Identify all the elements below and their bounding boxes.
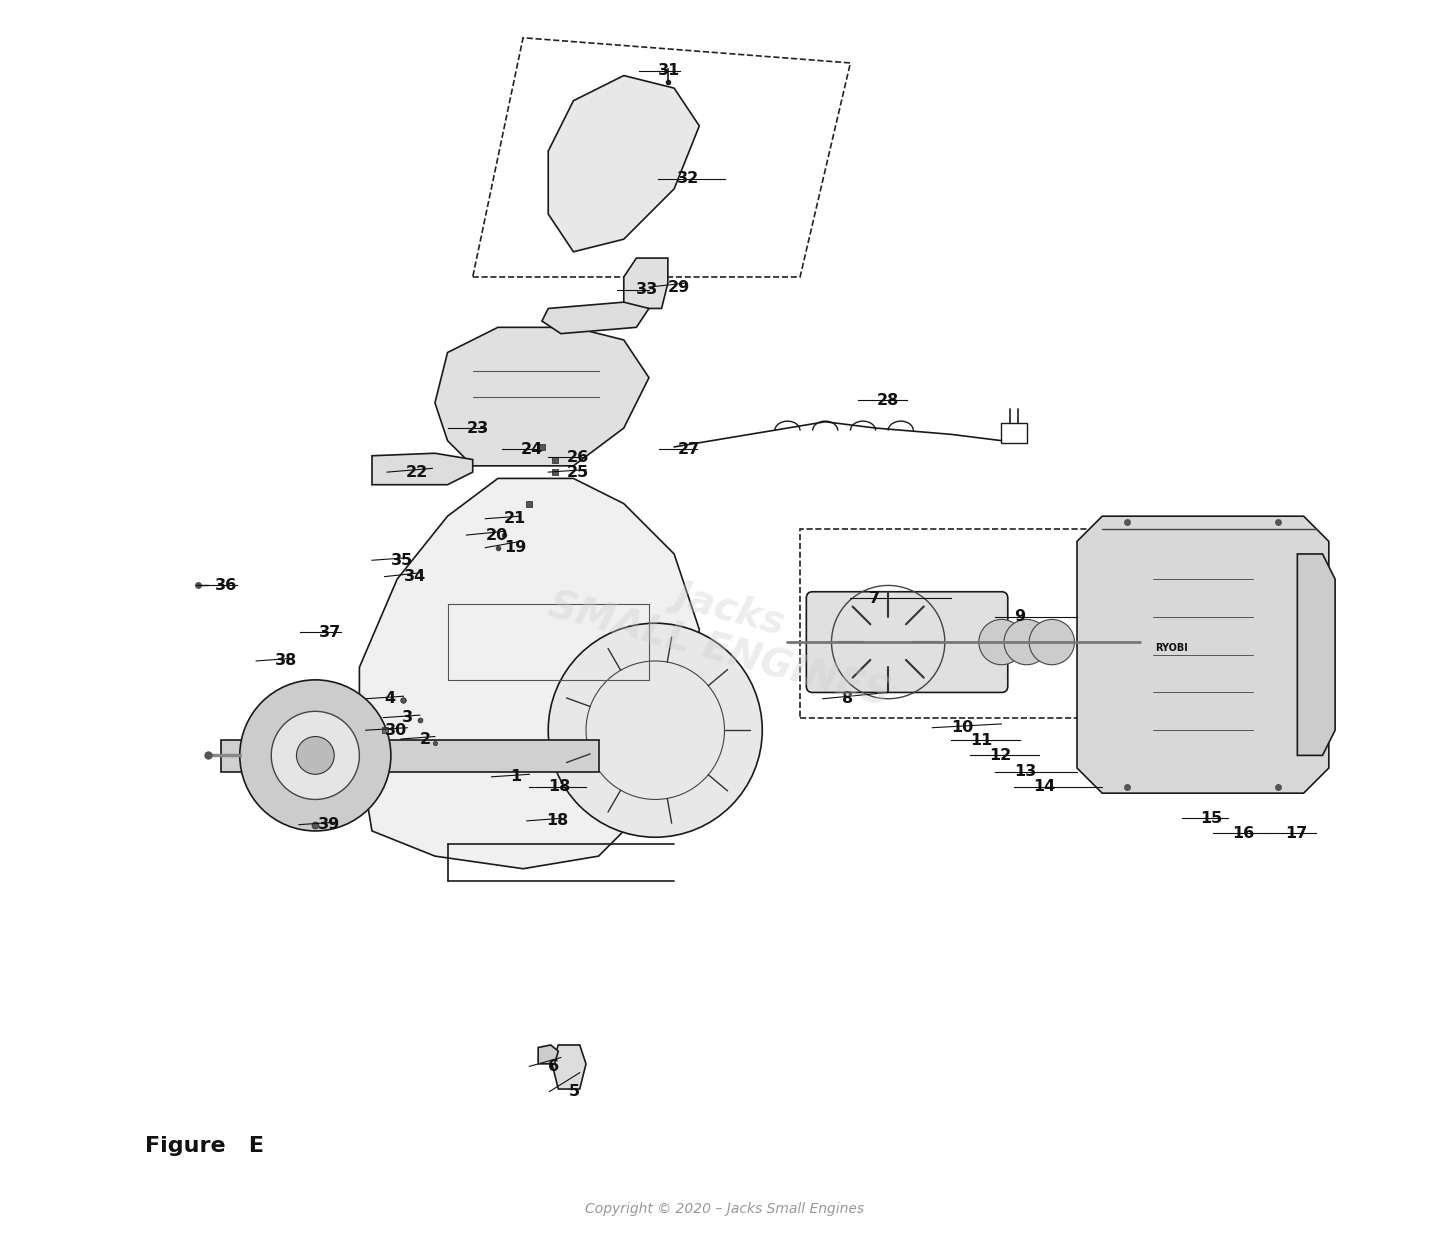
Text: 13: 13 <box>1014 764 1036 779</box>
Text: 31: 31 <box>658 63 680 78</box>
Text: 17: 17 <box>1285 826 1307 841</box>
Circle shape <box>980 619 1024 665</box>
Text: RYOBI: RYOBI <box>1155 643 1188 653</box>
Text: Copyright © 2020 – Jacks Small Engines: Copyright © 2020 – Jacks Small Engines <box>585 1201 864 1216</box>
Polygon shape <box>1297 554 1335 755</box>
Polygon shape <box>359 478 700 869</box>
Text: 21: 21 <box>504 511 526 526</box>
Text: 39: 39 <box>317 817 341 832</box>
Bar <box>220 740 598 772</box>
Text: 33: 33 <box>636 282 659 297</box>
Text: 10: 10 <box>951 720 974 735</box>
Text: 9: 9 <box>1014 609 1026 624</box>
Text: 32: 32 <box>677 171 698 186</box>
Text: 16: 16 <box>1232 826 1255 841</box>
Text: 30: 30 <box>384 723 407 738</box>
Text: 38: 38 <box>275 653 297 669</box>
Polygon shape <box>552 1045 585 1089</box>
Circle shape <box>239 680 391 831</box>
Text: 29: 29 <box>668 279 690 295</box>
Text: 1: 1 <box>510 769 522 784</box>
Text: 22: 22 <box>406 465 429 480</box>
Text: 35: 35 <box>391 553 413 568</box>
Polygon shape <box>1077 516 1329 793</box>
Text: 7: 7 <box>869 590 881 606</box>
Text: 34: 34 <box>403 569 426 584</box>
Polygon shape <box>538 1045 558 1064</box>
Circle shape <box>548 623 762 837</box>
Text: 37: 37 <box>319 624 342 640</box>
Circle shape <box>1004 619 1049 665</box>
Text: 11: 11 <box>969 733 993 748</box>
Text: 3: 3 <box>403 710 413 725</box>
Text: 25: 25 <box>567 465 590 480</box>
Text: 19: 19 <box>504 540 526 555</box>
Polygon shape <box>372 453 472 485</box>
Text: 24: 24 <box>520 442 543 457</box>
Text: 18: 18 <box>548 779 571 794</box>
Circle shape <box>271 711 359 799</box>
Polygon shape <box>542 302 649 334</box>
Text: Figure   E: Figure E <box>145 1136 264 1156</box>
Text: 2: 2 <box>420 731 430 747</box>
Polygon shape <box>435 327 649 466</box>
Polygon shape <box>548 76 700 252</box>
Circle shape <box>1029 619 1075 665</box>
Text: 5: 5 <box>568 1084 580 1099</box>
Text: 15: 15 <box>1200 811 1223 826</box>
Text: Jacks
SMALL ENGINES: Jacks SMALL ENGINES <box>543 544 906 715</box>
Text: 12: 12 <box>988 748 1011 763</box>
Text: 28: 28 <box>877 393 898 408</box>
Text: 14: 14 <box>1033 779 1055 794</box>
Text: 6: 6 <box>548 1059 559 1074</box>
Text: 18: 18 <box>546 813 568 828</box>
FancyBboxPatch shape <box>806 592 1007 692</box>
Circle shape <box>297 737 335 774</box>
Text: 20: 20 <box>485 528 507 543</box>
Text: 8: 8 <box>842 691 852 706</box>
Text: 26: 26 <box>567 449 590 465</box>
Text: 23: 23 <box>467 421 488 436</box>
Text: 4: 4 <box>384 691 396 706</box>
Text: 27: 27 <box>678 442 700 457</box>
Polygon shape <box>623 258 668 308</box>
Text: 36: 36 <box>214 578 236 593</box>
